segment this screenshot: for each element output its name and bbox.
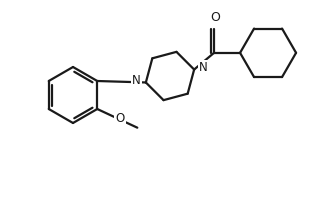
Text: N: N: [132, 74, 141, 87]
Text: N: N: [199, 61, 208, 74]
Text: O: O: [115, 112, 124, 126]
Text: O: O: [210, 11, 220, 24]
